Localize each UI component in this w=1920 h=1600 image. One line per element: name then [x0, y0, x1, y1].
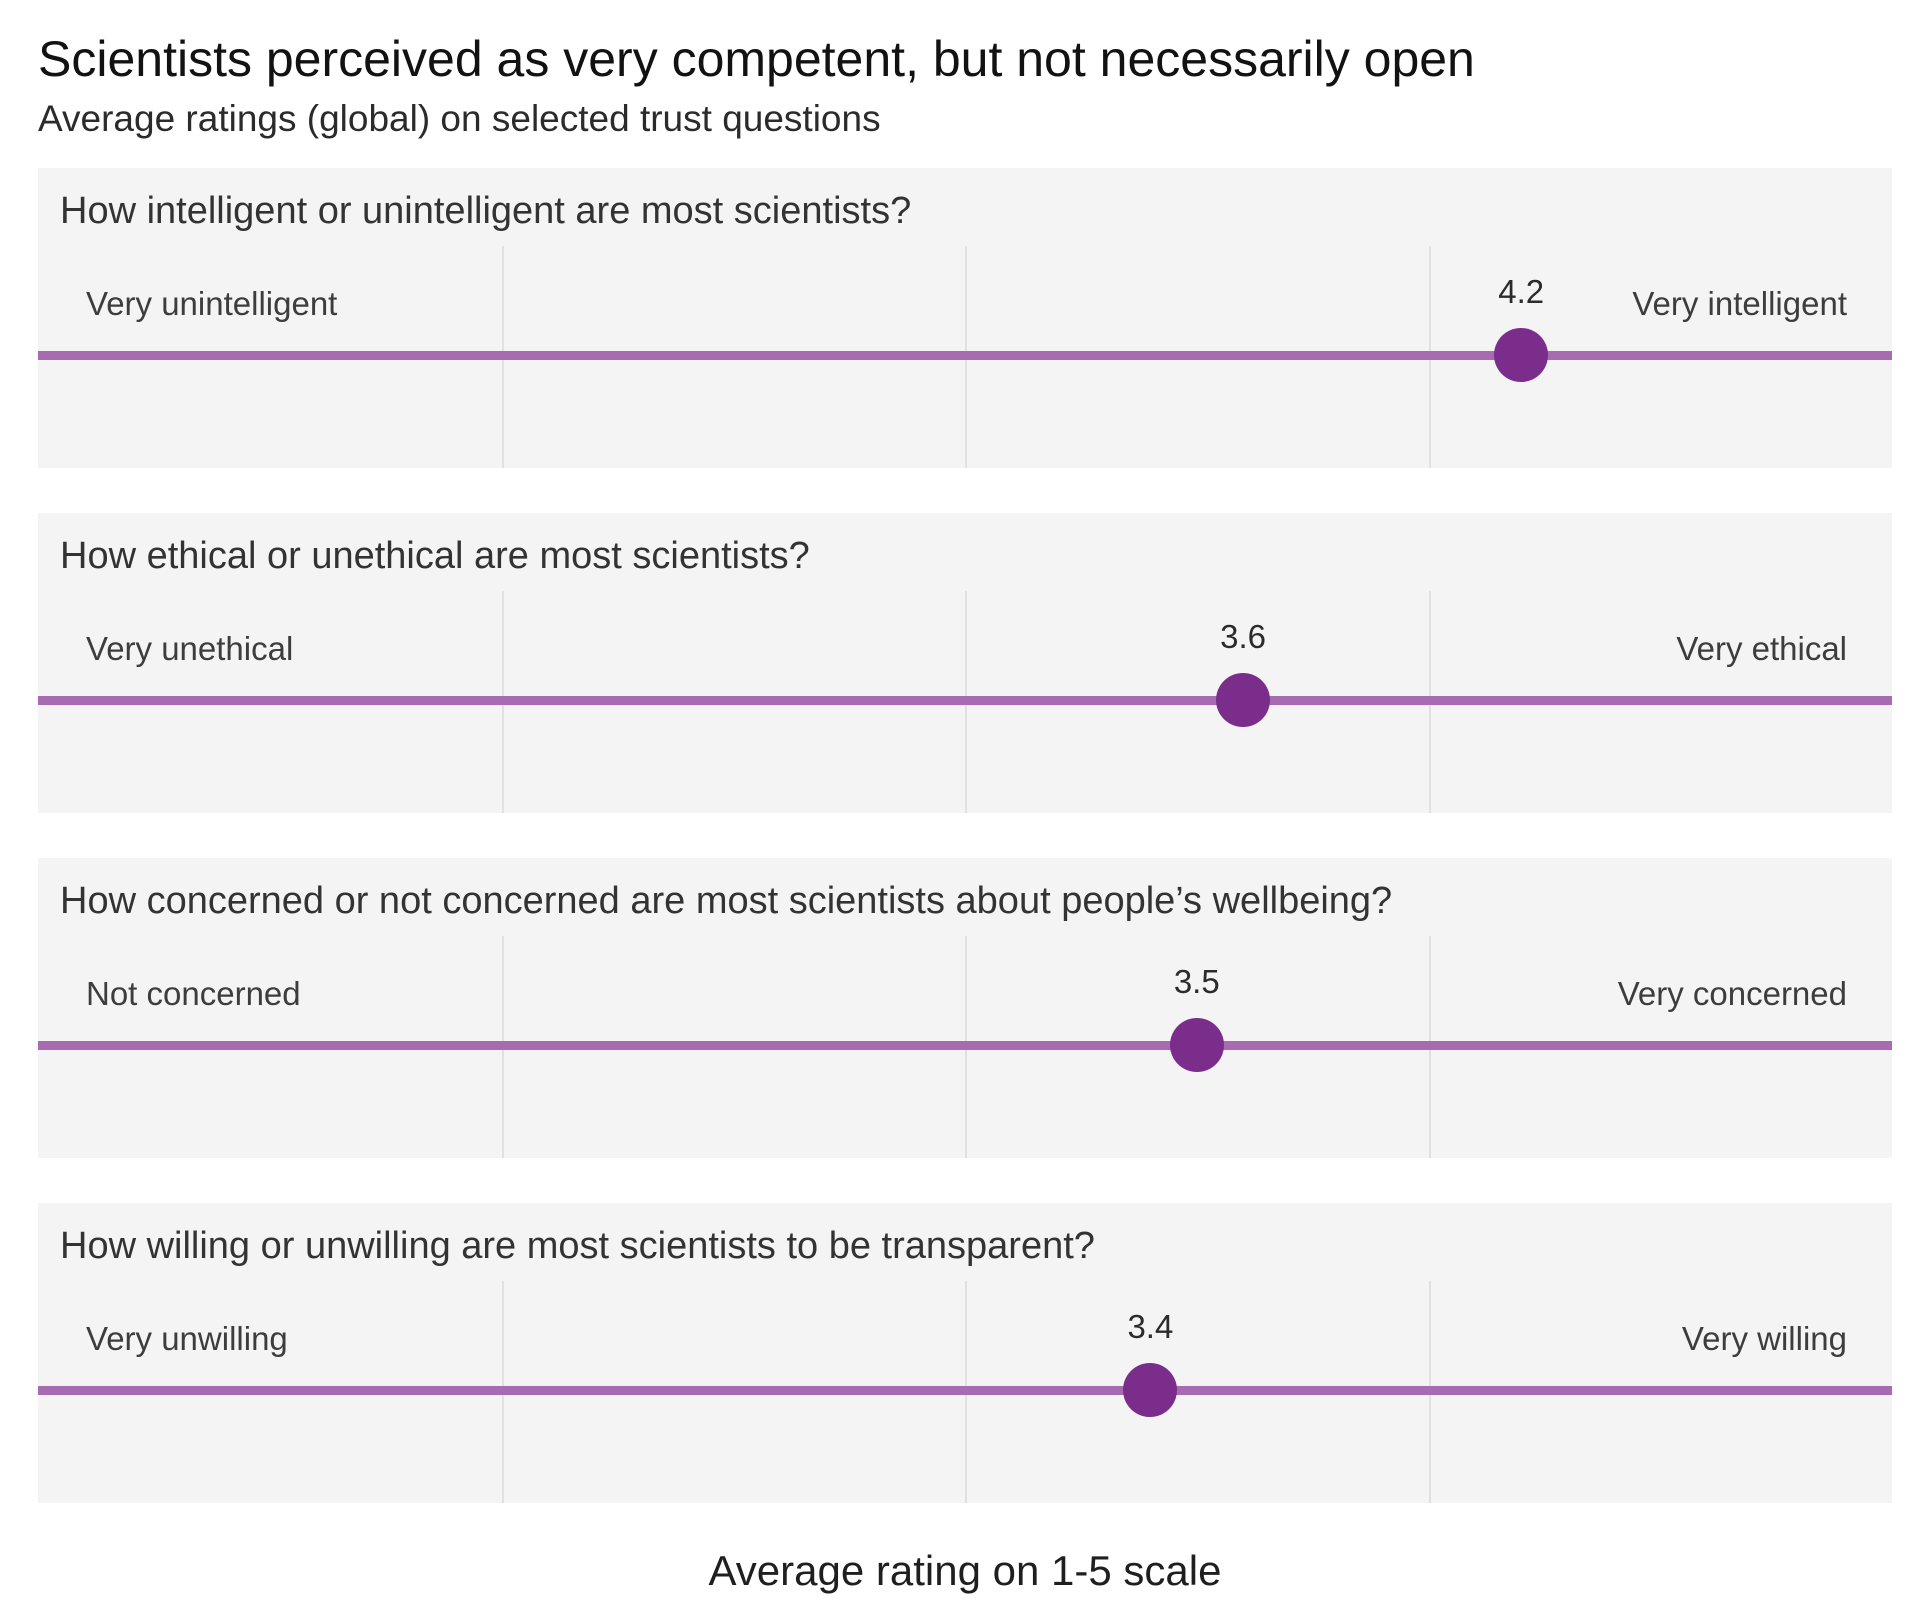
scale-line: [38, 1040, 1892, 1050]
question-title: How ethical or unethical are most scient…: [60, 534, 810, 577]
left-endpoint-label: Not concerned: [86, 974, 301, 1012]
rating-value-label: 4.2: [1498, 272, 1545, 310]
scale-line: [38, 350, 1892, 360]
left-endpoint-label: Very unwilling: [86, 1319, 288, 1357]
left-endpoint-label: Very unethical: [86, 629, 294, 667]
scale-line: [38, 1385, 1892, 1395]
question-panel-ethical: How ethical or unethical are most scient…: [38, 512, 1892, 813]
scale-line: [38, 695, 1892, 705]
rating-dot: [1216, 672, 1271, 727]
rating-value-label: 3.5: [1173, 962, 1220, 1000]
question-panel-intelligent: How intelligent or unintelligent are mos…: [38, 167, 1892, 468]
rating-value-label: 3.6: [1220, 617, 1267, 655]
right-endpoint-label: Very willing: [1681, 1319, 1847, 1357]
axis-caption: Average rating on 1-5 scale: [708, 1546, 1222, 1594]
question-title: How intelligent or unintelligent are mos…: [60, 189, 912, 232]
question-title: How concerned or not concerned are most …: [60, 879, 1393, 922]
right-endpoint-label: Very ethical: [1676, 629, 1847, 667]
question-panel-concerned: How concerned or not concerned are most …: [38, 857, 1892, 1158]
question-panel-transparent: How willing or unwilling are most scient…: [38, 1202, 1892, 1503]
page-subtitle: Average ratings (global) on selected tru…: [38, 98, 881, 139]
rating-dot: [1494, 327, 1549, 382]
right-endpoint-label: Very intelligent: [1632, 284, 1847, 322]
right-endpoint-label: Very concerned: [1617, 974, 1847, 1012]
rating-dot: [1123, 1362, 1178, 1417]
left-endpoint-label: Very unintelligent: [86, 284, 338, 322]
page-title: Scientists perceived as very competent, …: [38, 31, 1475, 87]
question-title: How willing or unwilling are most scient…: [60, 1224, 1095, 1267]
rating-value-label: 3.4: [1127, 1307, 1174, 1345]
rating-dot: [1169, 1017, 1224, 1072]
